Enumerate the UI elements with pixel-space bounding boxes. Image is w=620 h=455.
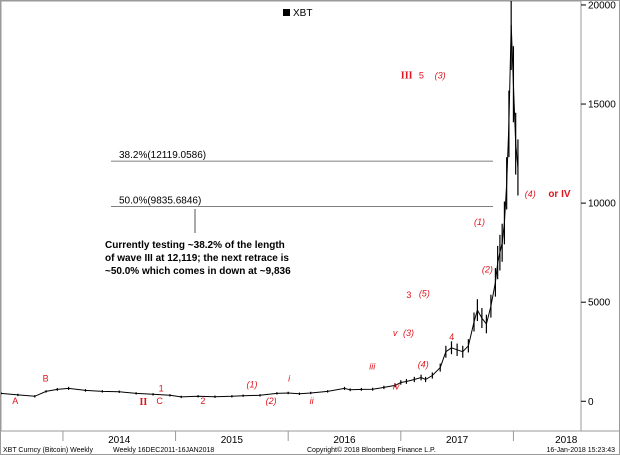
footer-ticker: XBT Curncy (Bitcoin) Weekly [3,447,93,454]
fib-level-label: 38.2%(12119.0586) [119,150,206,161]
x-tick-label: 2016 [333,435,356,446]
x-tick-label: 2014 [108,435,131,446]
footer-copyright: Copyright© 2018 Bloomberg Finance L.P. [307,446,436,454]
legend-swatch [283,9,290,16]
wave-label: or IV [548,189,571,200]
wave-label: 4 [449,332,454,342]
fib-level-label: 50.0%(9835.6846) [119,195,201,206]
plot-border [1,1,582,432]
wave-label: (2) [266,396,277,406]
wave-label: (2) [482,264,493,274]
wave-label: (3) [403,328,414,338]
wave-label: II [140,397,148,408]
wave-label: III [401,70,413,81]
x-tick-label: 2017 [446,435,469,446]
wave-label: C [156,396,163,406]
wave-label: (1) [474,217,485,227]
x-tick-label: 2018 [555,435,578,446]
annotation-line-3: ~50.0% which comes in down at ~9,836 [105,266,291,277]
annotation-line-1: Currently testing ~38.2% of the length [105,240,285,251]
y-tick-label: 20000 [588,1,616,11]
wave-label: v [393,328,398,338]
legend-label: XBT [293,8,312,19]
wave-label: iv [393,381,400,391]
y-tick-label: 10000 [588,199,616,210]
wave-label: (4) [525,189,536,199]
footer-timestamp: 16-Jan-2018 15:23:43 [547,447,616,454]
y-tick-label: 15000 [588,100,616,111]
wave-label: (5) [419,288,430,298]
wave-label: (1) [247,379,258,389]
wave-label: iii [369,362,376,372]
y-tick-label: 5000 [588,298,611,309]
wave-label: 1 [159,383,164,393]
price-line [1,24,519,398]
wave-label: i [288,373,291,383]
wave-label: 5 [419,70,424,80]
wave-label: B [43,373,49,383]
annotation-line-2: of wave III at 12,119; the next retrace … [105,253,289,264]
x-tick-label: 2015 [221,435,244,446]
wave-label: A [12,396,18,406]
wave-label: 3 [406,290,411,300]
wave-label: (4) [418,360,429,370]
wave-label: ii [310,396,315,406]
wave-label: 2 [200,396,205,406]
footer-range: Weekly 16DEC2011-16JAN2018 [113,447,214,454]
y-tick-label: 0 [588,397,594,408]
wave-label: (3) [435,70,446,80]
